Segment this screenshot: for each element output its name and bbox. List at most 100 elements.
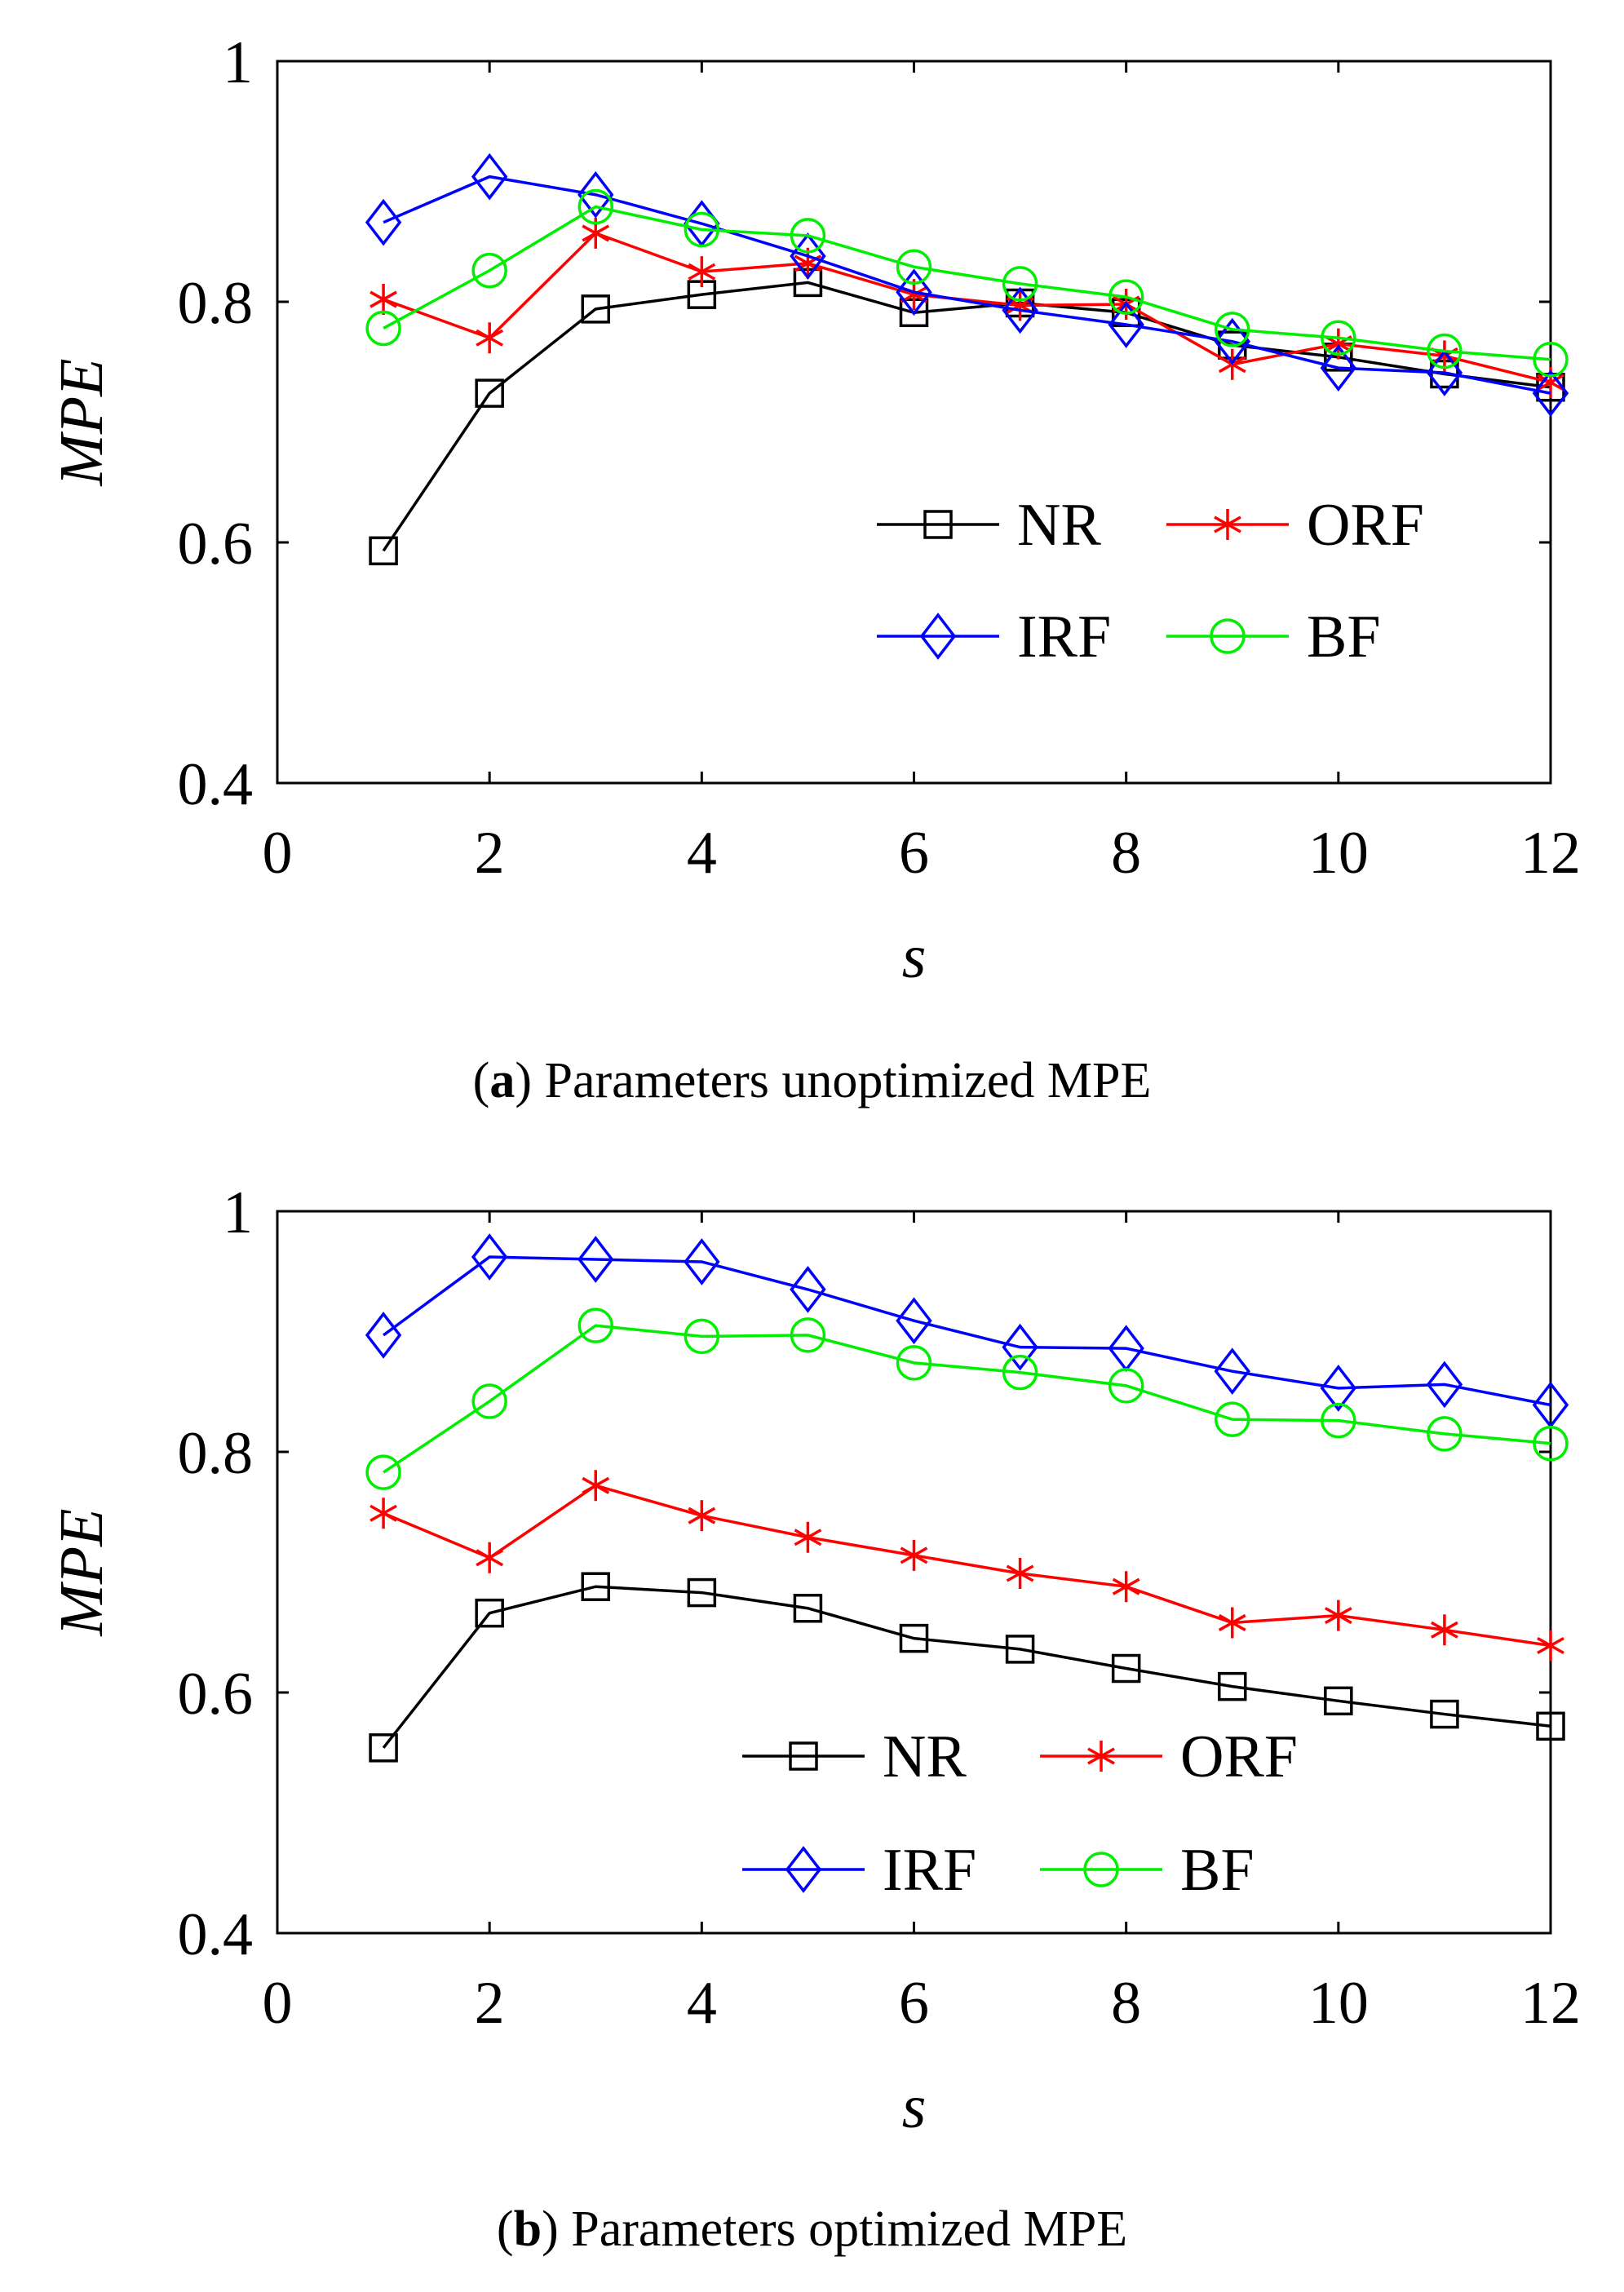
y-axis-label: MPE (47, 358, 116, 486)
data-point-bf (1533, 1425, 1569, 1462)
series-line-nr (382, 281, 1551, 552)
data-point-orf (476, 1542, 504, 1573)
data-point-irf (471, 1233, 508, 1281)
legend-marker-bf (1210, 618, 1246, 654)
data-point-bf (471, 1383, 507, 1419)
data-point-bf (1321, 320, 1356, 356)
data-point-orf (688, 256, 716, 288)
caption-a-text: Parameters unoptimized MPE (544, 1053, 1152, 1108)
y-tick-label: 0.6 (178, 1661, 254, 1728)
x-tick-label: 12 (1520, 820, 1581, 887)
series-line-bf (383, 1324, 1551, 1474)
x-tick-label: 2 (475, 1970, 505, 2037)
series-bf (365, 1308, 1569, 1490)
data-point-irf (365, 198, 402, 246)
data-point-irf (1214, 1347, 1250, 1396)
x-tick-label: 0 (263, 1970, 293, 2037)
y-tick-label: 0.8 (178, 1420, 254, 1487)
data-point-bf (1002, 266, 1038, 302)
series-bf (365, 188, 1569, 378)
data-point-bf (1002, 1354, 1038, 1391)
data-point-bf (577, 188, 613, 225)
data-point-nr (369, 536, 398, 566)
data-point-irf (1108, 301, 1144, 348)
caption-b: (b) Parameters optimized MPE (496, 2201, 1128, 2257)
data-point-bf (1215, 312, 1250, 347)
x-axis-label: s (902, 923, 927, 991)
data-point-irf (1426, 1361, 1463, 1409)
series-line-irf (383, 175, 1551, 395)
data-point-orf (1218, 1607, 1246, 1639)
data-point-nr (687, 1577, 717, 1608)
x-tick-label: 6 (899, 820, 929, 887)
series-irf (365, 153, 1569, 417)
data-point-orf (1431, 1614, 1458, 1646)
data-point-irf (1320, 344, 1357, 392)
data-point-irf (1214, 317, 1250, 365)
x-tick-label: 0 (263, 820, 293, 887)
x-tick-label: 8 (1111, 820, 1141, 887)
data-point-bf (1108, 279, 1144, 315)
legend-marker-orf (1087, 1741, 1115, 1772)
legend-label-orf: ORF (1307, 492, 1424, 559)
legend-marker-orf (1214, 509, 1241, 540)
data-point-bf (1427, 333, 1462, 369)
data-point-orf (1112, 1571, 1140, 1603)
series-line-bf (383, 205, 1551, 361)
caption-b-letter: b (513, 2201, 542, 2257)
data-point-nr (581, 1572, 610, 1601)
data-point-bf (1108, 1368, 1144, 1404)
chart-panel-b: 0 2 4 6 8 10 12 0.4 0.6 0.8 1 MPE s NR ORF IRF BF (47, 1179, 1581, 2141)
series-line-orf (383, 1484, 1551, 1648)
y-tick-label: 0.4 (178, 1901, 254, 1968)
data-point-nr (581, 294, 610, 324)
data-point-orf (688, 1500, 716, 1532)
data-point-irf (1002, 1323, 1038, 1371)
data-point-bf (790, 1317, 826, 1353)
data-point-irf (1002, 286, 1038, 334)
x-tick-label: 8 (1111, 1970, 1141, 2037)
x-tick-label: 4 (687, 820, 717, 887)
series-line-nr (382, 1585, 1551, 1749)
data-point-nr (899, 1623, 929, 1653)
series-nr (369, 1572, 1565, 1763)
legend-marker-irf (785, 1846, 822, 1893)
data-point-nr (475, 1598, 504, 1628)
caption-b-text: Parameters optimized MPE (571, 2201, 1128, 2257)
data-point-orf (794, 1521, 822, 1553)
x-axis-label: s (902, 2073, 927, 2141)
data-point-irf (1320, 1364, 1357, 1412)
data-point-nr (1218, 1671, 1247, 1701)
data-point-nr (1111, 1653, 1141, 1684)
y-axis-label: MPE (47, 1508, 116, 1636)
y-tick-label: 0.4 (178, 751, 254, 818)
data-point-bf (896, 249, 932, 285)
data-point-bf (365, 310, 401, 347)
data-point-orf (1006, 1557, 1034, 1589)
data-point-bf (1215, 1401, 1250, 1437)
data-point-irf (365, 1312, 402, 1359)
data-point-bf (1533, 342, 1569, 378)
chart-panel-a: 0 2 4 6 8 10 12 0.4 0.6 0.8 1 MPE s NR ORF IRF BF (47, 29, 1581, 991)
legend-label-nr: NR (883, 1723, 967, 1790)
data-point-bf (684, 1318, 720, 1355)
y-tick-label: 1 (223, 1179, 253, 1246)
data-point-orf (582, 1470, 610, 1502)
y-tick-label: 0.8 (178, 270, 254, 337)
data-point-bf (1427, 1416, 1462, 1452)
data-point-orf (369, 1498, 397, 1529)
data-point-bf (471, 252, 507, 289)
legend: NR ORF IRF BF (742, 1723, 1298, 1904)
data-point-bf (790, 218, 826, 254)
legend-label-irf: IRF (1017, 604, 1111, 670)
data-point-nr (1005, 1635, 1035, 1664)
data-point-bf (684, 211, 720, 248)
data-point-irf (577, 170, 614, 219)
legend-label-bf: BF (1307, 604, 1381, 670)
data-point-nr (793, 1594, 823, 1623)
x-tick-label: 2 (475, 820, 505, 887)
x-tick-label: 4 (687, 1970, 717, 2037)
data-point-bf (365, 1454, 401, 1490)
data-point-irf (1426, 349, 1463, 396)
